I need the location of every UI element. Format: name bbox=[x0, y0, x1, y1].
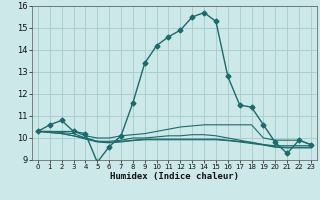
X-axis label: Humidex (Indice chaleur): Humidex (Indice chaleur) bbox=[110, 172, 239, 181]
